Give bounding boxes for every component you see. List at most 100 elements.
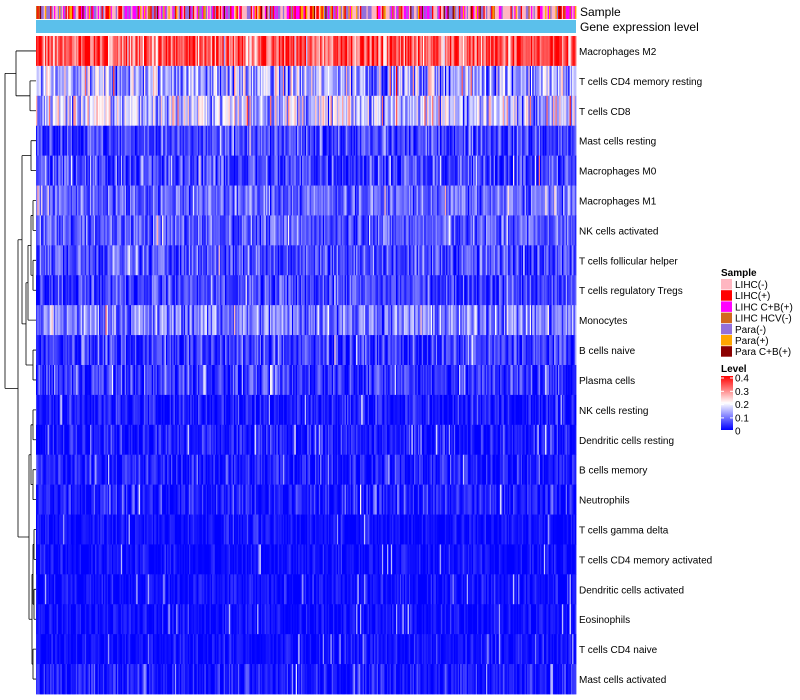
- sample-cell: [504, 6, 506, 19]
- sample-cell: [226, 6, 228, 19]
- sample-cell: [191, 6, 194, 19]
- sample-cell: [54, 6, 56, 19]
- heatmap-row: [36, 365, 577, 396]
- sample-cell: [124, 6, 127, 19]
- row-label: B cells naive: [579, 346, 636, 357]
- sample-cell: [516, 6, 519, 19]
- row-label: Macrophages M2: [579, 47, 657, 58]
- sample-cell: [479, 6, 482, 19]
- sample-cell: [482, 6, 484, 19]
- heatmap-row: [36, 604, 577, 635]
- sample-cell: [70, 6, 73, 19]
- sample-cell: [430, 6, 433, 19]
- sample-cell: [239, 6, 241, 19]
- sample-cell: [383, 6, 385, 19]
- sample-cell: [417, 6, 420, 19]
- heatmap-body: [36, 36, 577, 695]
- sample-cell: [318, 6, 321, 19]
- sample-cell: [389, 6, 392, 19]
- sample-cell: [123, 6, 126, 19]
- sample-cell: [302, 6, 304, 19]
- sample-cell: [185, 6, 187, 19]
- sample-cell: [324, 6, 326, 19]
- sample-cell: [470, 6, 473, 19]
- sample-cell: [113, 6, 115, 19]
- sample-cell: [451, 6, 453, 19]
- sample-cell: [227, 6, 230, 19]
- row-label: Dendritic cells activated: [579, 585, 684, 596]
- sample-cell: [435, 6, 438, 19]
- row-label: T cells regulatory Tregs: [579, 286, 683, 297]
- legend-swatch: [721, 346, 732, 357]
- sample-cell: [340, 6, 343, 19]
- sample-cell: [208, 6, 210, 19]
- legend-level-tick: 0.3: [735, 387, 749, 398]
- sample-cell: [437, 6, 439, 19]
- sample-cell: [284, 6, 286, 19]
- sample-cell: [447, 6, 450, 19]
- sample-cell: [231, 6, 234, 19]
- sample-cell: [192, 6, 195, 19]
- row-label: NK cells resting: [579, 406, 648, 417]
- sample-cell: [564, 6, 567, 19]
- legend-label: LIHC(+): [735, 291, 770, 302]
- legend-label: LIHC HCV(-): [735, 314, 792, 325]
- sample-cell: [483, 6, 486, 19]
- sample-cell: [356, 6, 358, 19]
- sample-cell: [248, 6, 250, 19]
- heatmap-row: [36, 36, 577, 67]
- legend-level-ticks: 0.4 0.3 0.2 0.1 0: [721, 374, 749, 438]
- sample-cell: [500, 6, 502, 19]
- sample-cell: [171, 6, 173, 19]
- sample-cell: [326, 6, 329, 19]
- sample-cell: [126, 6, 128, 19]
- sample-cell: [268, 6, 271, 19]
- sample-cell: [414, 6, 416, 19]
- sample-cell: [358, 6, 361, 19]
- sample-cell: [461, 6, 464, 19]
- sample-cell: [412, 6, 415, 19]
- sample-cell: [411, 6, 414, 19]
- sample-cell: [38, 6, 41, 19]
- sample-cell: [501, 6, 504, 19]
- sample-cell: [438, 6, 441, 19]
- sample-cell: [478, 6, 480, 19]
- sample-cell: [288, 6, 290, 19]
- sample-cell: [453, 6, 456, 19]
- sample-cell: [65, 6, 68, 19]
- sample-cell: [168, 6, 171, 19]
- sample-cell: [163, 6, 165, 19]
- sample-cell: [456, 6, 459, 19]
- sample-cell: [186, 6, 189, 19]
- sample-cell: [441, 6, 443, 19]
- sample-cell: [540, 6, 542, 19]
- sample-cell: [531, 6, 533, 19]
- sample-cell: [119, 6, 122, 19]
- legend-swatch: [721, 301, 732, 312]
- sample-cell: [118, 6, 120, 19]
- sample-cell: [91, 6, 93, 19]
- sample-cell: [59, 6, 61, 19]
- sample-cell: [371, 6, 374, 19]
- sample-cell: [48, 6, 51, 19]
- sample-cell: [169, 6, 172, 19]
- sample-cell: [407, 6, 410, 19]
- sample-cell: [560, 6, 563, 19]
- sample-cell: [138, 6, 141, 19]
- sample-cell: [541, 6, 543, 19]
- sample-cell: [271, 6, 273, 19]
- sample-cell: [515, 6, 518, 19]
- sample-cell: [488, 6, 491, 19]
- sample-cell: [352, 6, 354, 19]
- legend: Sample LIHC(-)LIHC(+)LIHC C+B(+)LIHC HCV…: [721, 268, 793, 438]
- row-label: T cells follicular helper: [579, 256, 678, 267]
- sample-cell: [232, 6, 235, 19]
- heatmap-row: [36, 95, 577, 127]
- sample-cell: [204, 6, 207, 19]
- sample-cell: [183, 6, 186, 19]
- sample-cell: [393, 6, 396, 19]
- sample-cell: [209, 6, 212, 19]
- sample-cell: [141, 6, 144, 19]
- sample-cell: [102, 6, 105, 19]
